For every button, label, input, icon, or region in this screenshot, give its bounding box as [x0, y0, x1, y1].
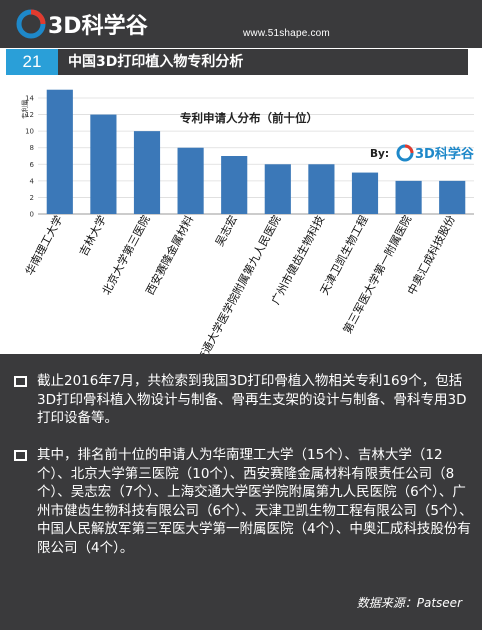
square-bullet-icon: [14, 450, 27, 461]
y-tick-label: 0: [30, 211, 34, 219]
y-tick-label: 2: [30, 194, 34, 202]
paragraph-summary: 截止2016年7月，共检索到我国3D打印骨植入物相关专利169个，包括3D打印骨…: [14, 372, 474, 428]
x-tick-label: 华南理工大学: [22, 213, 65, 278]
x-tick-label: 吴志宏: [212, 213, 240, 249]
bar: [133, 131, 161, 214]
bar: [221, 156, 248, 214]
bar: [439, 180, 466, 214]
header-bar: 3D科学谷 www.51shape.com: [0, 0, 482, 48]
text-panel: 截止2016年7月，共检索到我国3D打印骨植入物相关专利169个，包括3D打印骨…: [0, 354, 482, 630]
logo-text: 3D科学谷: [48, 13, 149, 39]
bar: [90, 114, 117, 214]
paragraph-text: 截止2016年7月，共检索到我国3D打印骨植入物相关专利169个，包括3D打印骨…: [37, 373, 467, 427]
by-logo-text: 3D科学谷: [415, 146, 475, 162]
x-tick-label: 中奥汇成科技股份: [404, 213, 458, 297]
section-title: 中国3D打印植入物专利分析: [58, 49, 468, 75]
y-tick-label: 10: [25, 128, 34, 136]
bar: [308, 164, 335, 214]
data-source: 数据来源：Patseer: [356, 596, 462, 610]
x-tick-label: 吉林大学: [76, 213, 109, 258]
bar: [177, 147, 204, 214]
x-tick-label: 西安赛隆金属材料: [143, 213, 197, 297]
x-tick-label: 上海交通大学医学院附属第九人民医院: [183, 213, 283, 354]
bar: [351, 172, 379, 214]
bar: [46, 89, 73, 214]
section-number: 21: [6, 49, 58, 75]
bar: [395, 180, 422, 214]
chart-area: 0 2 4 6 8 10 12 14 华南理工大学 吉林大学 北京大学第三医院 西安赛隆金属材料 吴志…: [0, 78, 482, 354]
paragraph-text: 其中，排名前十位的申请人为华南理工大学（15个）、吉林大学（12个）、北京大学第…: [37, 447, 473, 556]
paragraph-ranking: 其中，排名前十位的申请人为华南理工大学（15个）、吉林大学（12个）、北京大学第…: [14, 446, 474, 558]
by-badge: By: 3D科学谷: [370, 144, 475, 162]
y-tick-label: 6: [30, 161, 35, 169]
by-label: By:: [370, 148, 389, 160]
y-axis-label: 专利量: [20, 99, 29, 119]
chart-title: 专利申请人分布（前十位）: [180, 111, 318, 125]
x-tick-label: 北京大学第三医院: [99, 213, 153, 297]
brand-logo: 3D科学谷: [16, 9, 149, 39]
y-tick-label: 12: [25, 111, 34, 119]
square-bullet-icon: [14, 376, 27, 387]
x-tick-label: 天津卫凯生物工程: [317, 213, 371, 297]
bar-layer: [46, 89, 466, 214]
bar: [264, 164, 291, 214]
y-tick-label: 14: [25, 95, 34, 103]
y-tick-label: 8: [30, 144, 34, 152]
y-tick-label: 4: [30, 177, 35, 185]
website-url[interactable]: www.51shape.com: [243, 28, 330, 39]
